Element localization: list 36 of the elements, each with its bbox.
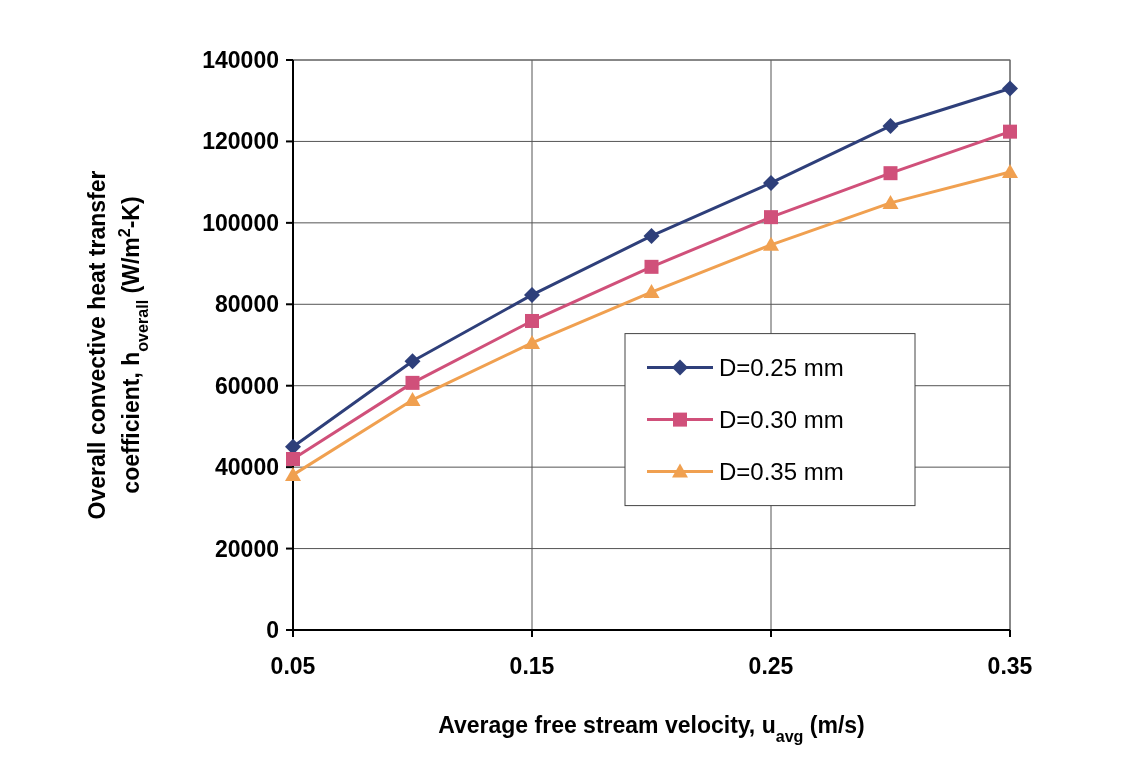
x-axis-title: Average free stream velocity, u$_{avg}$ (m/s)	[438, 712, 865, 745]
point	[285, 466, 301, 481]
point	[404, 391, 421, 406]
point	[525, 313, 539, 328]
point	[882, 117, 899, 134]
point	[1002, 163, 1018, 178]
point	[882, 194, 899, 209]
point	[524, 286, 540, 303]
point	[883, 166, 898, 181]
point	[763, 174, 779, 191]
point	[644, 259, 659, 274]
y-tick-label: 20000	[215, 535, 279, 562]
y-tick-label: 140000	[202, 47, 279, 74]
point	[286, 452, 300, 466]
x-tick-label: 0.25	[748, 653, 794, 679]
point	[1003, 124, 1017, 139]
y-tick-label: 80000	[215, 291, 279, 318]
x-tick-label: 0.05	[270, 653, 316, 679]
point	[1002, 80, 1018, 97]
y-tick-label: 100000	[202, 209, 279, 236]
y-tick-label: 120000	[202, 128, 279, 155]
point	[763, 236, 779, 251]
point	[524, 334, 540, 349]
legend-label: D=0.35 mm	[719, 458, 844, 485]
y-tick-label: 40000	[215, 454, 279, 481]
y-tick-label: 60000	[215, 372, 279, 399]
point	[643, 227, 660, 244]
x-tick-label: 0.15	[509, 653, 555, 679]
legend-label: D=0.25 mm	[719, 354, 844, 381]
point	[404, 353, 421, 370]
y-tick-label: 0	[266, 617, 279, 644]
point	[405, 375, 420, 390]
legend-label: D=0.30 mm	[719, 406, 844, 433]
x-tick-label: 0.35	[987, 653, 1033, 679]
point	[764, 210, 778, 225]
point	[643, 284, 660, 299]
